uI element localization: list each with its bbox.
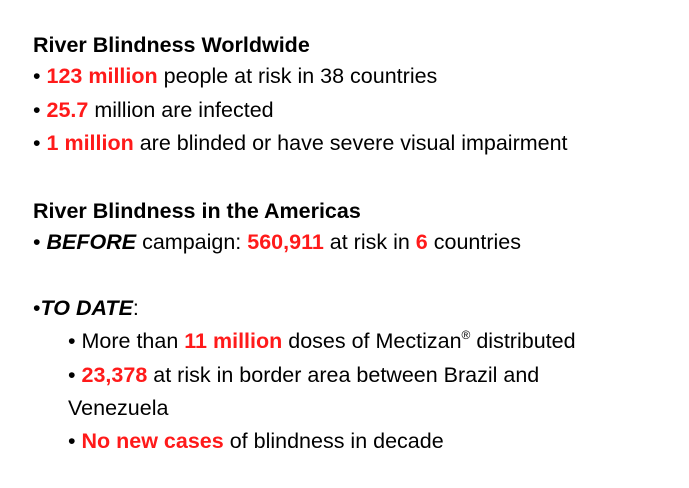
worldwide-heading: River Blindness Worldwide: [33, 33, 310, 57]
doses-text-2: distributed: [470, 329, 576, 353]
before-label: BEFORE: [46, 230, 137, 254]
bullet-marker: •: [68, 429, 76, 453]
to-date-item-doses: • More than 11 million doses of Mectizan…: [68, 327, 576, 355]
bullet-marker: •: [33, 64, 41, 88]
americas-heading: River Blindness in the Americas: [33, 199, 361, 223]
doses-prefix: More than: [75, 329, 185, 353]
before-countries-figure: 6: [415, 230, 428, 254]
worldwide-bullet-infected: • 25.7 million are infected: [33, 96, 274, 124]
to-date-item-border-continuation: Venezuela: [68, 396, 169, 420]
before-text-3: countries: [427, 230, 521, 254]
bullet-marker: •: [68, 329, 76, 353]
border-figure: 23,378: [81, 363, 148, 387]
to-date-item-no-new-cases: • No new cases of blindness in decade: [68, 427, 444, 455]
before-text-1: campaign:: [136, 230, 248, 254]
at-risk-text: people at risk in 38 countries: [157, 64, 438, 88]
to-date-item-border: • 23,378 at risk in border area between …: [68, 361, 539, 389]
americas-before-line: • BEFORE campaign: 560,911 at risk in 6 …: [33, 228, 521, 256]
border-text: at risk in border area between Brazil an…: [147, 363, 540, 387]
worldwide-bullet-blinded: • 1 million are blinded or have severe v…: [33, 129, 568, 157]
infected-figure: 25.7: [46, 98, 89, 122]
blinded-text: are blinded or have severe visual impair…: [133, 131, 568, 155]
doses-text: doses of Mectizan: [282, 329, 462, 353]
to-date-label: TO DATE: [40, 296, 133, 320]
blinded-figure: 1 million: [46, 131, 134, 155]
bullet-marker: •: [33, 98, 41, 122]
bullet-marker: •: [33, 131, 41, 155]
before-at-risk-figure: 560,911: [247, 230, 324, 254]
infected-text: million are infected: [88, 98, 274, 122]
to-date-heading: •TO DATE:: [33, 294, 139, 322]
registered-mark: ®: [461, 328, 471, 342]
no-new-cases-highlight: No new cases: [81, 429, 224, 453]
at-risk-figure: 123 million: [46, 64, 158, 88]
to-date-colon: :: [132, 296, 139, 320]
before-text-2: at risk in: [323, 230, 416, 254]
bullet-marker: •: [68, 363, 76, 387]
doses-figure: 11 million: [184, 329, 283, 353]
no-new-cases-text: of blindness in decade: [223, 429, 444, 453]
bullet-marker: •: [33, 296, 41, 320]
worldwide-bullet-at-risk: • 123 million people at risk in 38 count…: [33, 62, 437, 90]
bullet-marker: •: [33, 230, 41, 254]
